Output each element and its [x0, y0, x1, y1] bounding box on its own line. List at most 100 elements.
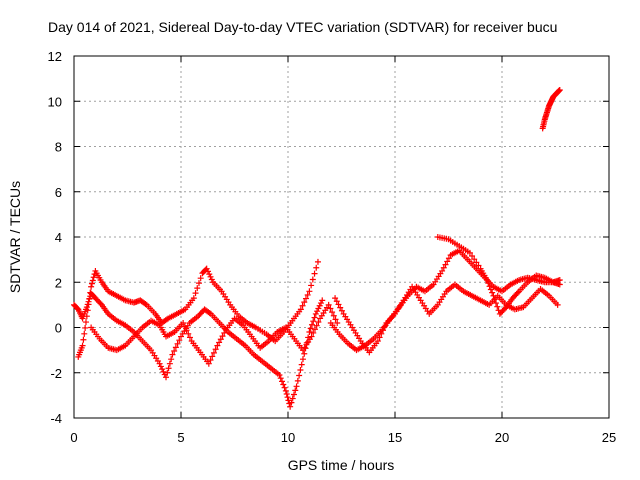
- point-track-a: [97, 300, 104, 307]
- x-tick-label: 10: [281, 430, 295, 445]
- point-track-e: [554, 301, 561, 308]
- point-track-c: [186, 334, 193, 341]
- y-tick-label: 12: [48, 49, 62, 64]
- y-tick-label: 0: [55, 321, 62, 336]
- point-track-b: [207, 273, 214, 280]
- point-track-b: [88, 280, 95, 287]
- point-track-b: [81, 330, 88, 337]
- point-track-b: [194, 285, 201, 292]
- point-track-a: [283, 391, 290, 398]
- point-track-c: [334, 319, 341, 326]
- point-track-f: [514, 289, 521, 296]
- point-track-b: [302, 295, 309, 302]
- y-tick-label: 2: [55, 275, 62, 290]
- point-track-d: [445, 255, 452, 262]
- point-track-b: [299, 302, 306, 309]
- point-track-f: [471, 256, 478, 263]
- point-track-e: [380, 327, 387, 334]
- point-track-e: [376, 334, 383, 341]
- x-tick-label: 20: [495, 430, 509, 445]
- point-track-a: [307, 325, 314, 332]
- point-track-f: [493, 300, 500, 307]
- point-track-a: [315, 305, 322, 312]
- point-track-c: [210, 349, 217, 356]
- point-track-a: [288, 399, 295, 406]
- point-track-b: [79, 342, 86, 349]
- point-track-d: [439, 267, 446, 274]
- grid-lines: [74, 56, 609, 418]
- point-track-f: [484, 276, 491, 283]
- point-track-a: [316, 302, 323, 309]
- point-track-b: [203, 265, 210, 272]
- point-track-c: [308, 333, 315, 340]
- point-track-a: [284, 394, 291, 401]
- point-track-a: [310, 318, 317, 325]
- point-track-c: [180, 319, 187, 326]
- point-track-b: [195, 280, 202, 287]
- point-track-f: [485, 280, 492, 287]
- point-track-f: [466, 249, 473, 256]
- point-track-a: [314, 308, 321, 315]
- point-track-f: [475, 262, 482, 269]
- point-track-c: [313, 322, 320, 329]
- point-track-f: [491, 296, 498, 303]
- point-track-c: [310, 329, 317, 336]
- point-track-c: [219, 333, 226, 340]
- point-track-a: [311, 314, 318, 321]
- point-track-a: [297, 367, 304, 374]
- point-track-a: [290, 391, 297, 398]
- y-tick-label: 8: [55, 140, 62, 155]
- point-track-f: [556, 276, 563, 283]
- point-track-c: [207, 357, 214, 364]
- point-track-b: [204, 268, 211, 275]
- point-track-a: [164, 369, 171, 376]
- point-track-b: [82, 319, 89, 326]
- point-track-b: [82, 324, 89, 331]
- point-track-f: [489, 289, 496, 296]
- point-track-a: [157, 363, 164, 370]
- point-track-a: [279, 378, 286, 385]
- point-track-b: [85, 301, 92, 308]
- point-track-c: [329, 309, 336, 316]
- point-track-a: [281, 384, 288, 391]
- point-track-b: [297, 306, 304, 313]
- point-track-a: [176, 337, 183, 344]
- point-track-c: [325, 301, 332, 308]
- y-axis-title: SDTVAR / TECUs: [7, 181, 23, 293]
- point-track-f: [487, 286, 494, 293]
- point-track-a: [277, 375, 284, 382]
- point-track-c: [217, 336, 224, 343]
- point-track-b: [90, 274, 97, 281]
- point-track-a: [292, 387, 299, 394]
- point-track-d: [440, 264, 447, 271]
- point-track-a: [319, 297, 326, 304]
- point-track-a: [168, 356, 175, 363]
- point-track-a: [293, 383, 300, 390]
- point-track-a: [280, 381, 287, 388]
- point-track-b: [313, 264, 320, 271]
- point-track-b: [311, 270, 318, 277]
- point-track-b: [83, 313, 90, 320]
- point-track-f: [486, 283, 493, 290]
- y-tick-label: -2: [50, 366, 62, 381]
- point-track-a: [294, 377, 301, 384]
- x-tick-label: 25: [602, 430, 616, 445]
- point-track-a: [298, 361, 305, 368]
- point-track-a: [171, 348, 178, 355]
- axis-ticks: 0 5 10 15 20 25 -4 -2 0 2 4 6 8 10 12: [48, 49, 617, 445]
- point-track-a: [296, 372, 303, 379]
- point-track-a: [301, 350, 308, 357]
- point-track-c: [311, 326, 318, 333]
- y-tick-label: -4: [50, 411, 62, 426]
- point-track-a: [172, 344, 179, 351]
- point-track-a: [282, 387, 289, 394]
- point-track-c: [327, 305, 334, 312]
- point-track-a: [159, 366, 166, 373]
- point-track-b: [208, 276, 215, 283]
- point-track-f: [494, 303, 501, 310]
- point-track-b: [314, 258, 321, 265]
- point-track-d: [444, 258, 451, 265]
- point-track-b: [192, 290, 199, 297]
- x-tick-label: 5: [177, 430, 184, 445]
